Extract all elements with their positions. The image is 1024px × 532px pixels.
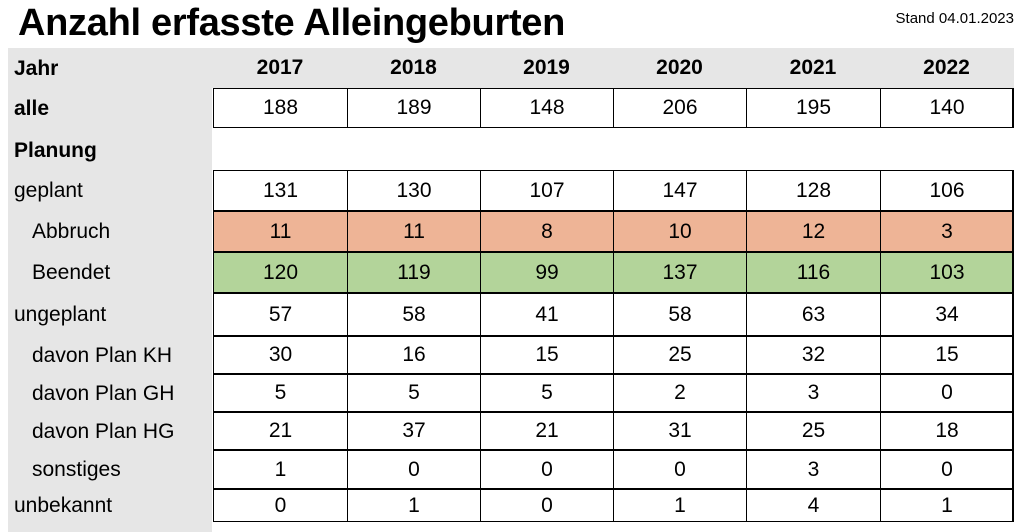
cell-abbruch-2021: 12 [746, 211, 881, 252]
cell-alle-2019: 148 [480, 88, 614, 128]
cell-beendet-2018: 119 [347, 252, 481, 293]
cell-ungeplant-2017: 57 [213, 293, 348, 336]
cell-geplant-2021: 128 [746, 170, 881, 211]
row-label-beendet: Beendet [32, 261, 111, 284]
cell-sonstiges-2017: 1 [213, 450, 348, 489]
year-header-2019: 2019 [523, 56, 570, 79]
cell-sonstiges-2021: 3 [746, 450, 881, 489]
cell-beendet-2022: 103 [880, 252, 1014, 293]
cell-alle-2020: 206 [613, 88, 747, 128]
cell-alle-2022: 140 [880, 88, 1014, 128]
year-header-2020: 2020 [656, 56, 703, 79]
year-header-2021: 2021 [789, 56, 837, 79]
cell-davon-plan-gh-2019: 5 [480, 374, 614, 412]
cell-ungeplant-2018: 58 [347, 293, 481, 336]
cell-davon-plan-hg-2018: 37 [347, 412, 481, 450]
cell-davon-plan-kh-2018: 16 [347, 336, 481, 374]
row-label-abbruch: Abbruch [32, 220, 111, 243]
year-header-2018: 2018 [390, 56, 437, 79]
cell-sonstiges-2018: 0 [347, 450, 481, 489]
cell-alle-2021: 195 [746, 88, 881, 128]
cell-davon-plan-kh-2019: 15 [480, 336, 614, 374]
cell-davon-plan-hg-2017: 21 [213, 412, 348, 450]
cell-davon-plan-hg-2022: 18 [880, 412, 1014, 450]
cell-beendet-2019: 99 [480, 252, 614, 293]
cell-sonstiges-2019: 0 [480, 450, 614, 489]
cell-abbruch-2019: 8 [480, 211, 614, 252]
row-label-geplant: geplant [14, 179, 83, 202]
row-label-alle: alle [14, 96, 50, 120]
cell-davon-plan-hg-2019: 21 [480, 412, 614, 450]
cell-unbekannt-2018: 1 [347, 489, 481, 522]
cell-davon-plan-kh-2021: 32 [746, 336, 881, 374]
row-label-sonstiges: sonstiges [32, 458, 121, 481]
cell-davon-plan-gh-2022: 0 [880, 374, 1014, 412]
cell-davon-plan-hg-2021: 25 [746, 412, 881, 450]
row-label-davon-plan-hg: davon Plan HG [32, 419, 175, 443]
cell-sonstiges-2020: 0 [613, 450, 747, 489]
cell-ungeplant-2019: 41 [480, 293, 614, 336]
cell-sonstiges-2022: 0 [880, 450, 1014, 489]
cell-geplant-2019: 107 [480, 170, 614, 211]
year-header-2017: 2017 [256, 56, 304, 79]
cell-ungeplant-2021: 63 [746, 293, 881, 336]
cell-unbekannt-2020: 1 [613, 489, 747, 522]
cell-unbekannt-2017: 0 [213, 489, 348, 522]
cell-abbruch-2017: 11 [213, 211, 348, 252]
cell-davon-plan-kh-2020: 25 [613, 336, 747, 374]
cell-unbekannt-2019: 0 [480, 489, 614, 522]
page-title: Anzahl erfasste Alleingeburten [18, 2, 566, 44]
stand-date: Stand 04.01.2023 [895, 10, 1014, 27]
cell-ungeplant-2022: 34 [880, 293, 1014, 336]
cell-alle-2017: 188 [213, 88, 348, 128]
row-label-ungeplant: ungeplant [14, 303, 107, 326]
cell-beendet-2017: 120 [213, 252, 348, 293]
cell-unbekannt-2021: 4 [746, 489, 881, 522]
cell-beendet-2021: 116 [746, 252, 881, 293]
cell-beendet-2020: 137 [613, 252, 747, 293]
cell-abbruch-2020: 10 [613, 211, 747, 252]
cell-davon-plan-gh-2021: 3 [746, 374, 881, 412]
cell-unbekannt-2022: 1 [880, 489, 1014, 522]
row-label-davon-plan-kh: davon Plan KH [32, 343, 173, 367]
cell-geplant-2020: 147 [613, 170, 747, 211]
cell-alle-2018: 189 [347, 88, 481, 128]
row-label-planung: Planung [14, 138, 97, 162]
cell-geplant-2018: 130 [347, 170, 481, 211]
cell-davon-plan-gh-2017: 5 [213, 374, 348, 412]
row-label-davon-plan-gh: davon Plan GH [32, 381, 175, 405]
year-header-2022: 2022 [923, 56, 970, 79]
cell-davon-plan-hg-2020: 31 [613, 412, 747, 450]
cell-geplant-2017: 131 [213, 170, 348, 211]
cell-davon-plan-gh-2020: 2 [613, 374, 747, 412]
cell-abbruch-2022: 3 [880, 211, 1014, 252]
cell-davon-plan-kh-2017: 30 [213, 336, 348, 374]
cell-ungeplant-2020: 58 [613, 293, 747, 336]
row-label-unbekannt: unbekannt [14, 494, 113, 517]
cell-davon-plan-gh-2018: 5 [347, 374, 481, 412]
label-column [8, 48, 212, 532]
cell-davon-plan-kh-2022: 15 [880, 336, 1014, 374]
header-label-jahr: Jahr [14, 56, 59, 80]
cell-geplant-2022: 106 [880, 170, 1014, 211]
cell-abbruch-2018: 11 [347, 211, 481, 252]
